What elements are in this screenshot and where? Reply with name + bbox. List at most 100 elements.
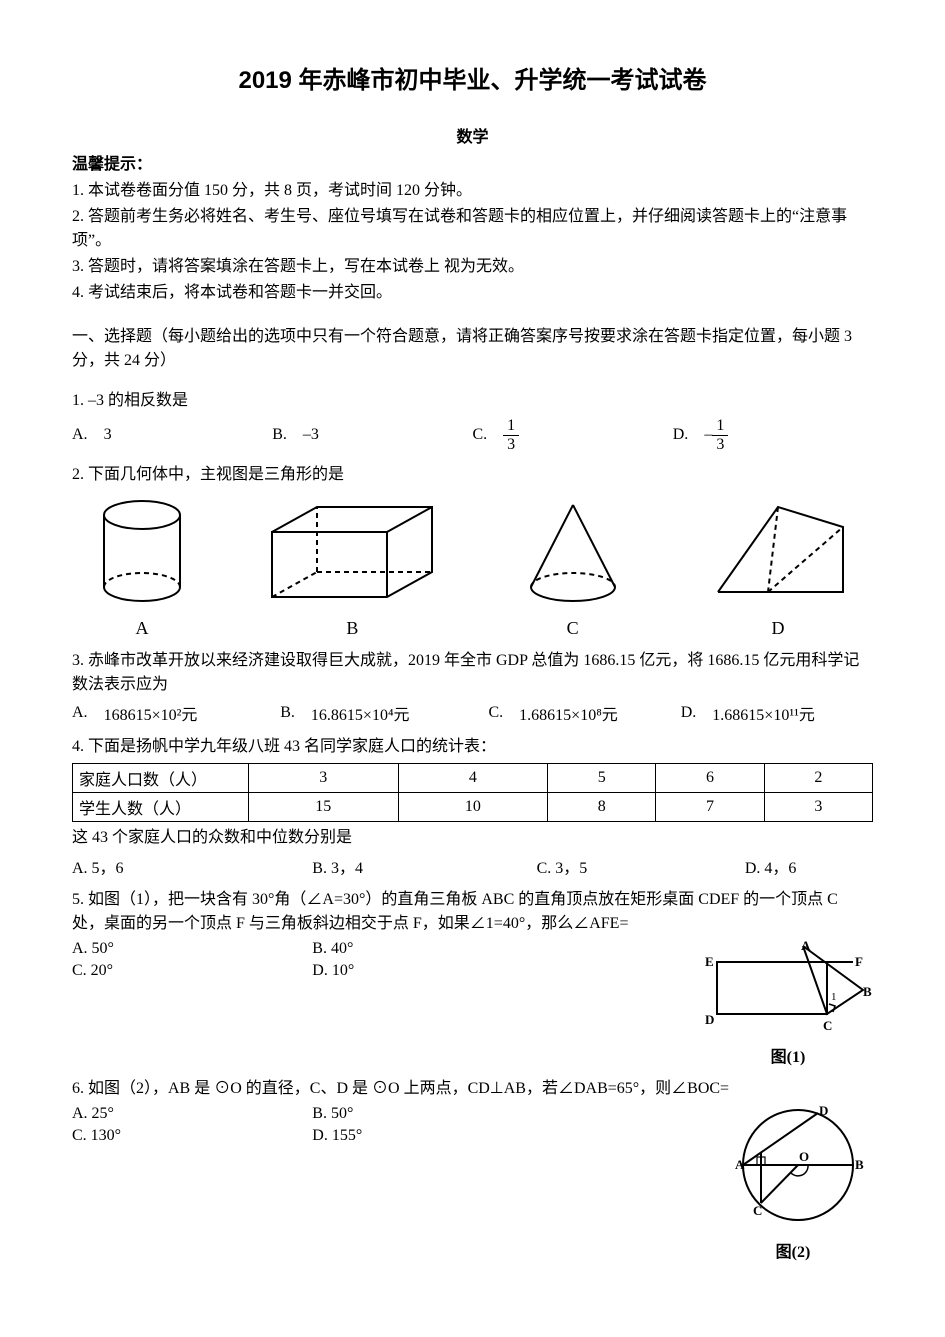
table-row: 家庭人口数（人） 3 4 5 6 2 — [73, 764, 873, 793]
option-label: D. — [681, 704, 697, 722]
option-value: 168615×10²元 — [104, 701, 198, 725]
table-cell: 5 — [548, 764, 656, 793]
q5-option-a: A. 50° — [72, 940, 312, 958]
svg-text:O: O — [799, 1149, 809, 1164]
q6-option-a: A. 25° — [72, 1105, 312, 1123]
q4-table: 家庭人口数（人） 3 4 5 6 2 学生人数（人） 15 10 8 7 3 — [72, 763, 873, 822]
subject-label: 数学 — [72, 123, 873, 147]
q3-option-b: B. 16.8615×10⁴元 — [280, 701, 488, 725]
figure-1-caption: 图(1) — [703, 1043, 873, 1067]
fraction-one-third: 1 3 — [503, 417, 519, 453]
shape-label-d: D — [703, 618, 853, 639]
option-value: 1.68615×10¹¹元 — [712, 701, 815, 725]
svg-text:B: B — [863, 984, 872, 999]
table-cell: 3 — [764, 793, 872, 822]
q1-text: 1. –3 的相反数是 — [72, 389, 873, 413]
option-label: C. — [489, 704, 504, 722]
table-cell: 6 — [656, 764, 764, 793]
q1-option-a: A. 3 — [72, 417, 272, 453]
q5-option-d: D. 10° — [312, 962, 552, 980]
q6-text: 6. 如图（2），AB 是 ⊙O 的直径，C、D 是 ⊙O 上两点，CD⊥AB，… — [72, 1077, 873, 1101]
table-cell: 8 — [548, 793, 656, 822]
q3-option-d: D. 1.68615×10¹¹元 — [681, 701, 873, 725]
svg-text:1: 1 — [831, 991, 837, 1003]
q4-option-a: A. 5，6 — [72, 854, 312, 878]
svg-text:D: D — [705, 1012, 714, 1027]
q6-option-c: C. 130° — [72, 1127, 312, 1145]
question-4: 4. 下面是扬帆中学九年级八班 43 名同学家庭人口的统计表： 家庭人口数（人）… — [72, 735, 873, 878]
table-cell: 15 — [249, 793, 399, 822]
question-1: 1. –3 的相反数是 A. 3 B. –3 C. 1 3 D. – 1 3 — [72, 389, 873, 453]
question-2: 2. 下面几何体中，主视图是三角形的是 A B — [72, 463, 873, 639]
shape-cone: C — [513, 497, 633, 639]
neg-sign: – — [704, 426, 712, 444]
q1-option-b: B. –3 — [272, 417, 472, 453]
table-cell: 10 — [398, 793, 548, 822]
q6-option-d: D. 155° — [312, 1127, 552, 1145]
q1-option-d: D. – 1 3 — [673, 417, 873, 453]
q2-text: 2. 下面几何体中，主视图是三角形的是 — [72, 463, 873, 487]
prism-icon — [703, 497, 853, 607]
table-row: 学生人数（人） 15 10 8 7 3 — [73, 793, 873, 822]
figure-1: A E F B D C 1 图(1) — [703, 938, 873, 1067]
shape-label-b: B — [262, 618, 442, 639]
option-label: B. — [272, 426, 287, 444]
table-cell: 学生人数（人） — [73, 793, 249, 822]
option-label: C. — [473, 426, 488, 444]
table-cell: 2 — [764, 764, 872, 793]
hint-1: 1. 本试卷卷面分值 150 分，共 8 页，考试时间 120 分钟。 — [72, 179, 873, 203]
q3-text: 3. 赤峰市改革开放以来经济建设取得巨大成就，2019 年全市 GDP 总值为 … — [72, 649, 873, 697]
q5-option-c: C. 20° — [72, 962, 312, 980]
table-cell: 家庭人口数（人） — [73, 764, 249, 793]
triangle-rect-diagram-icon: A E F B D C 1 — [703, 938, 873, 1038]
figure-2: A B C D O 图(2) — [713, 1103, 873, 1262]
table-cell: 4 — [398, 764, 548, 793]
q4-text2: 这 43 个家庭人口的众数和中位数分别是 — [72, 826, 873, 850]
table-cell: 3 — [249, 764, 399, 793]
svg-text:C: C — [823, 1018, 832, 1033]
cone-icon — [513, 497, 633, 607]
option-label: B. — [280, 704, 295, 722]
table-cell: 7 — [656, 793, 764, 822]
q4-option-d: D. 4，6 — [745, 854, 873, 878]
option-label: D. — [673, 426, 689, 444]
shape-label-a: A — [92, 618, 192, 639]
exam-title: 2019 年赤峰市初中毕业、升学统一考试试卷 — [72, 60, 873, 95]
svg-text:C: C — [753, 1203, 762, 1218]
hint-4: 4. 考试结束后，将本试卷和答题卡一并交回。 — [72, 281, 873, 305]
q4-text: 4. 下面是扬帆中学九年级八班 43 名同学家庭人口的统计表： — [72, 735, 873, 759]
circle-diagram-icon: A B C D O — [713, 1103, 873, 1233]
q1-option-c: C. 1 3 — [473, 417, 673, 453]
option-value: 3 — [104, 426, 112, 444]
hints-heading: 温馨提示： — [72, 153, 873, 177]
hint-2: 2. 答题前考生务必将姓名、考生号、座位号填写在试卷和答题卡的相应位置上，并仔细… — [72, 205, 873, 253]
hint-3: 3. 答题时，请将答案填涂在答题卡上，写在本试卷上 视为无效。 — [72, 255, 873, 279]
q3-option-c: C. 1.68615×10⁸元 — [489, 701, 681, 725]
question-6: 6. 如图（2），AB 是 ⊙O 的直径，C、D 是 ⊙O 上两点，CD⊥AB，… — [72, 1077, 873, 1262]
q6-option-b: B. 50° — [312, 1105, 552, 1123]
q5-text: 5. 如图（1），把一块含有 30°角（∠A=30°）的直角三角板 ABC 的直… — [72, 888, 873, 936]
svg-text:A: A — [735, 1157, 745, 1172]
shape-cylinder: A — [92, 497, 192, 639]
q4-option-b: B. 3，4 — [312, 854, 536, 878]
svg-text:D: D — [819, 1103, 828, 1118]
question-3: 3. 赤峰市改革开放以来经济建设取得巨大成就，2019 年全市 GDP 总值为 … — [72, 649, 873, 725]
option-value: 16.8615×10⁴元 — [311, 701, 410, 725]
shape-label-c: C — [513, 618, 633, 639]
svg-text:E: E — [705, 954, 714, 969]
option-value: 1.68615×10⁸元 — [519, 701, 618, 725]
q5-option-b: B. 40° — [312, 940, 552, 958]
hints-block: 温馨提示： 1. 本试卷卷面分值 150 分，共 8 页，考试时间 120 分钟… — [72, 153, 873, 305]
fraction-one-third: 1 3 — [712, 417, 728, 453]
option-value: –3 — [303, 426, 319, 444]
option-label: A. — [72, 704, 88, 722]
q3-option-a: A. 168615×10²元 — [72, 701, 280, 725]
section-1-heading: 一、选择题（每小题给出的选项中只有一个符合题意，请将正确答案序号按要求涂在答题卡… — [72, 325, 873, 373]
q4-option-c: C. 3，5 — [537, 854, 745, 878]
question-5: 5. 如图（1），把一块含有 30°角（∠A=30°）的直角三角板 ABC 的直… — [72, 888, 873, 1067]
option-label: A. — [72, 426, 88, 444]
cuboid-icon — [262, 497, 442, 607]
svg-text:F: F — [855, 954, 863, 969]
shape-prism: D — [703, 497, 853, 639]
cylinder-icon — [92, 497, 192, 607]
